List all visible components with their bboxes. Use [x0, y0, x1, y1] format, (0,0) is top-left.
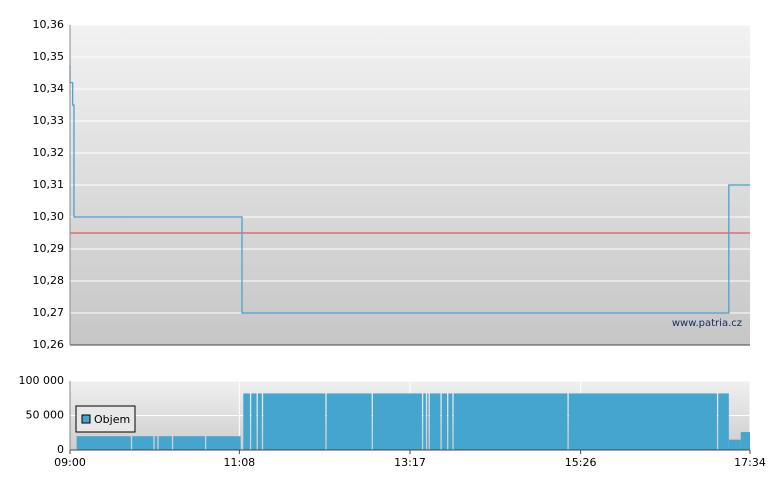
- volume-bar: [251, 393, 257, 450]
- x-tick-label: 17:34: [734, 456, 766, 469]
- volume-bar: [441, 393, 448, 450]
- y-tick-label: 10,34: [33, 82, 65, 95]
- y-tick-label: 10,33: [33, 114, 65, 127]
- volume-bar: [173, 436, 205, 450]
- y-tick-label: 10,26: [33, 338, 65, 351]
- x-tick-label: 11:08: [223, 456, 255, 469]
- y-tick-label: 10,27: [33, 306, 65, 319]
- y-tick-label: 10,30: [33, 210, 65, 223]
- volume-bar: [728, 439, 741, 450]
- volume-bar: [257, 393, 262, 450]
- volume-bar: [372, 393, 422, 450]
- legend-swatch: [81, 414, 91, 424]
- x-tick-label: 15:26: [565, 456, 597, 469]
- watermark: www.patria.cz: [672, 318, 742, 329]
- y-tick-label: 10,32: [33, 146, 65, 159]
- y-tick-label: 50 000: [26, 409, 65, 422]
- volume-bar: [568, 393, 717, 450]
- volume-bar: [453, 393, 568, 450]
- volume-bar: [427, 393, 429, 450]
- y-tick-label: 10,28: [33, 274, 65, 287]
- y-tick-label: 10,29: [33, 242, 65, 255]
- y-tick-label: 10,36: [33, 18, 65, 31]
- x-tick-label: 13:17: [394, 456, 426, 469]
- y-tick-label: 10,31: [33, 178, 65, 191]
- volume-bar: [740, 432, 750, 450]
- volume-bar: [243, 393, 250, 450]
- volume-bar: [76, 436, 131, 450]
- volume-bar: [263, 393, 326, 450]
- price-line: [69, 65, 750, 314]
- y-tick-label: 100 000: [19, 374, 65, 387]
- legend-label: Objem: [94, 413, 130, 426]
- y-tick-label: 0: [57, 443, 64, 456]
- volume-bar: [429, 393, 441, 450]
- volume-bar: [718, 393, 729, 450]
- volume-bar: [158, 436, 172, 450]
- y-tick-label: 10,35: [33, 50, 65, 63]
- volume-bar: [423, 393, 426, 450]
- volume-bar: [206, 436, 241, 450]
- volume-bar: [326, 393, 372, 450]
- x-tick-label: 09:00: [54, 456, 86, 469]
- volume-bar: [154, 436, 158, 450]
- volume-bar: [132, 436, 154, 450]
- volume-bar: [448, 393, 453, 450]
